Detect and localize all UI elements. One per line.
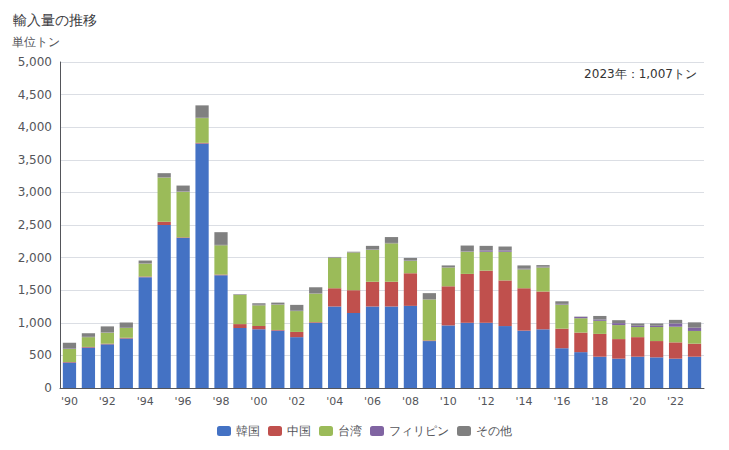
svg-text:1,500: 1,500 <box>18 283 52 297</box>
svg-text:その他: その他 <box>476 424 512 438</box>
svg-text:4,000: 4,000 <box>18 120 52 134</box>
svg-text:'98: '98 <box>212 395 229 408</box>
svg-text:2,500: 2,500 <box>18 218 52 232</box>
svg-text:1,000: 1,000 <box>18 316 52 330</box>
svg-text:'90: '90 <box>61 395 78 408</box>
svg-text:'10: '10 <box>440 395 457 408</box>
svg-text:'08: '08 <box>402 395 419 408</box>
svg-text:フィリピン: フィリピン <box>389 424 449 438</box>
svg-text:'04: '04 <box>326 395 343 408</box>
svg-text:5,000: 5,000 <box>18 55 52 69</box>
svg-text:'02: '02 <box>288 395 305 408</box>
svg-text:'92: '92 <box>99 395 116 408</box>
svg-text:'96: '96 <box>175 395 192 408</box>
svg-text:0: 0 <box>44 381 52 395</box>
svg-text:3,000: 3,000 <box>18 185 52 199</box>
svg-text:'20: '20 <box>629 395 646 408</box>
svg-text:台湾: 台湾 <box>338 424 362 438</box>
svg-text:'06: '06 <box>364 395 381 408</box>
svg-text:'94: '94 <box>137 395 154 408</box>
svg-text:輸入量の推移: 輸入量の推移 <box>13 12 97 28</box>
svg-text:韓国: 韓国 <box>236 424 260 438</box>
svg-text:'22: '22 <box>667 395 684 408</box>
svg-text:'18: '18 <box>591 395 608 408</box>
svg-text:2023年：1,007トン: 2023年：1,007トン <box>584 67 697 81</box>
svg-text:'14: '14 <box>516 395 533 408</box>
svg-text:500: 500 <box>29 348 52 362</box>
svg-text:'00: '00 <box>250 395 267 408</box>
svg-text:2,000: 2,000 <box>18 251 52 265</box>
svg-text:中国: 中国 <box>287 424 311 438</box>
svg-text:4,500: 4,500 <box>18 88 52 102</box>
svg-text:'16: '16 <box>553 395 570 408</box>
svg-text:'12: '12 <box>478 395 495 408</box>
svg-text:単位トン: 単位トン <box>12 35 60 49</box>
svg-text:3,500: 3,500 <box>18 153 52 167</box>
